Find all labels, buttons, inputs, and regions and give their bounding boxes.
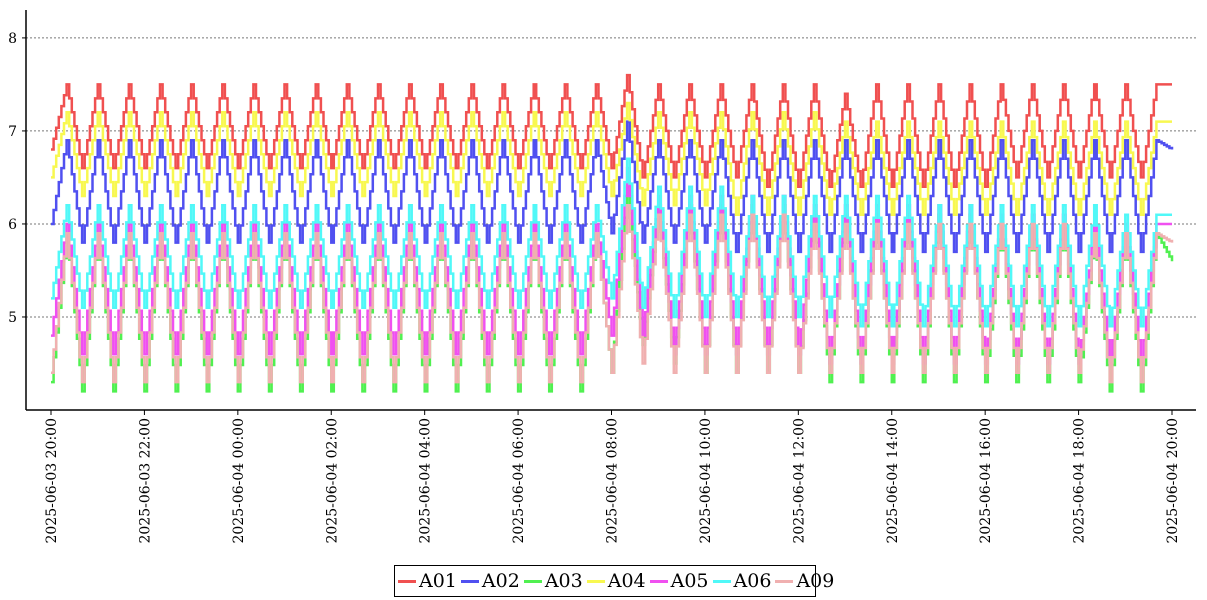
series-line-A09 [51,204,1174,384]
x-tick-label: 2025-06-04 16:00 [978,418,994,544]
x-tick-label: 2025-06-04 08:00 [605,418,621,544]
legend-swatch [398,579,416,583]
y-tick-label: 6 [8,217,17,233]
x-tick-label: 2025-06-04 10:00 [698,418,714,544]
legend-label: A05 [670,570,709,592]
legend-swatch [586,579,605,583]
legend-label: A01 [419,570,457,592]
legend-swatch [460,579,479,583]
x-tick-label: 2025-06-04 14:00 [885,418,901,544]
legend-label: A02 [481,570,520,592]
legend-label: A06 [733,570,772,592]
legend-item-A04: A04 [586,570,646,592]
series-line-A06 [51,157,1172,328]
x-tick-label: 2025-06-04 18:00 [1072,418,1088,544]
legend-swatch [775,579,794,583]
x-tick-label: 2025-06-03 22:00 [137,418,153,544]
legend-label: A03 [544,570,583,592]
y-tick-label: 8 [8,31,17,47]
legend-item-A05: A05 [649,570,709,592]
legend: A01 A02 A03 A04 A05 A06 A09 [394,565,834,597]
legend-label: A09 [796,570,835,592]
x-tick-label: 2025-06-04 06:00 [511,418,527,544]
series-line-A01 [51,73,1172,188]
y-axis-ticks: 5 6 7 8 [8,31,26,326]
legend-swatch [712,579,731,583]
legend-swatch [649,579,668,583]
legend-item-A02: A02 [460,570,520,592]
legend-item-A06: A06 [712,570,772,592]
legend-item-A01: A01 [398,570,457,592]
y-tick-label: 7 [8,124,17,140]
legend-label: A04 [607,570,646,592]
y-tick-label: 5 [8,310,17,326]
legend-swatch [523,579,542,583]
x-tick-label: 2025-06-04 04:00 [418,418,434,544]
legend-item-A03: A03 [523,570,583,592]
x-tick-label: 2025-06-04 20:00 [1165,418,1181,544]
x-tick-label: 2025-06-04 12:00 [791,418,807,544]
x-axis-ticks: 2025-06-03 20:00 2025-06-03 22:00 2025-06-… [44,410,1181,544]
legend-item-A09: A09 [775,570,834,592]
x-tick-label: 2025-06-04 02:00 [324,418,340,544]
x-tick-label: 2025-06-03 20:00 [44,418,60,544]
x-tick-label: 2025-06-04 00:00 [231,418,247,544]
plot-area [51,73,1174,393]
series-line-A04 [51,101,1172,216]
series-line-A02 [51,120,1174,254]
grid-lines [26,37,1196,318]
